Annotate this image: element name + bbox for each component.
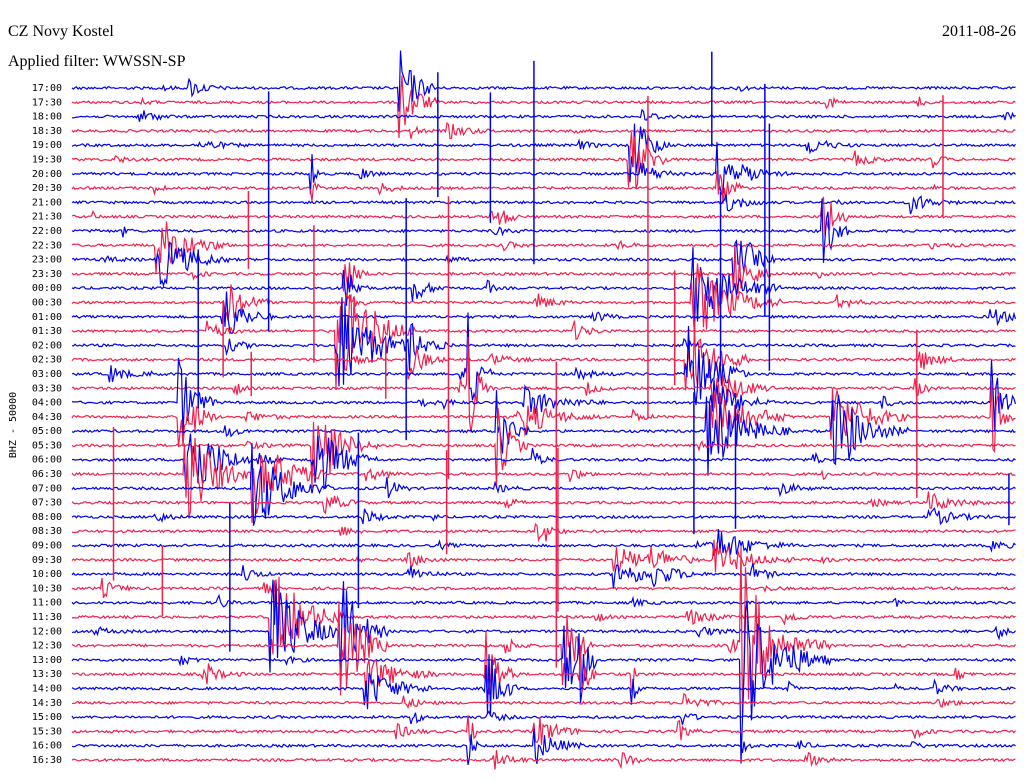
trace [71, 654, 1016, 716]
trace [71, 293, 1016, 390]
trace [71, 407, 1016, 488]
row-label: 02:00 [32, 340, 62, 351]
row-label: 05:00 [32, 426, 62, 437]
row-label: 23:00 [32, 255, 62, 266]
trace [71, 196, 1016, 237]
trace [71, 443, 1016, 526]
row-label: 09:30 [32, 555, 62, 566]
row-label: 18:30 [32, 126, 62, 137]
date-label: 2011-08-26 [942, 23, 1016, 40]
trace [71, 142, 1016, 196]
row-label: 18:00 [32, 112, 62, 123]
row-label: 10:30 [32, 583, 62, 594]
row-label: 00:00 [32, 283, 62, 294]
row-label: 02:30 [32, 355, 62, 366]
row-label: 17:30 [32, 97, 62, 108]
trace [71, 750, 1016, 770]
row-label: 03:30 [32, 383, 62, 394]
trace [71, 291, 1017, 334]
row-label: 07:00 [32, 483, 62, 494]
row-label: 08:00 [32, 512, 62, 523]
row-label: 04:00 [32, 398, 62, 409]
trace [71, 198, 1016, 263]
trace [71, 390, 1016, 476]
row-label: 13:30 [32, 669, 62, 680]
trace [71, 297, 1016, 387]
row-label: 19:00 [32, 140, 62, 151]
row-label: 22:00 [32, 226, 62, 237]
row-label: 01:00 [32, 312, 62, 323]
trace [71, 247, 1016, 327]
row-label: 10:00 [32, 569, 62, 580]
trace [71, 50, 1016, 112]
row-label: 12:30 [32, 641, 62, 652]
trace [71, 123, 1016, 183]
trace [71, 75, 1016, 139]
row-label: 00:30 [32, 297, 62, 308]
trace [71, 263, 1016, 336]
row-label: 12:00 [32, 626, 62, 637]
trace [71, 108, 1016, 122]
row-label: 14:00 [32, 684, 62, 695]
side-label: BHZ - 50000 [8, 392, 19, 458]
trace [72, 336, 1016, 433]
trace [71, 121, 1016, 140]
row-label: 20:00 [32, 169, 62, 180]
trace [71, 194, 1016, 215]
row-label: 07:30 [32, 498, 62, 509]
trace [71, 437, 1016, 523]
trace [71, 710, 1016, 725]
row-label: 03:00 [32, 369, 62, 380]
row-label: 17:00 [32, 83, 62, 94]
trace [71, 245, 1016, 294]
row-label: 08:30 [32, 526, 62, 537]
trace [71, 132, 1016, 190]
trace [71, 692, 1016, 710]
filter-label: Applied filter: WWSSN-SP [8, 53, 186, 70]
row-label: 15:00 [32, 712, 62, 723]
station-title: CZ Novy Kostel [8, 23, 114, 40]
row-label: 01:30 [32, 326, 62, 337]
row-label: 21:30 [32, 212, 62, 223]
trace [71, 715, 1016, 745]
trace [71, 170, 1016, 204]
row-label: 11:30 [32, 612, 62, 623]
row-label: 20:30 [32, 183, 62, 194]
row-label: 19:30 [32, 154, 62, 165]
trace [71, 600, 1016, 764]
trace [71, 221, 1016, 274]
row-label: 21:00 [32, 197, 62, 208]
trace [71, 312, 1016, 406]
row-label: 05:30 [32, 440, 62, 451]
trace [71, 728, 1016, 766]
row-label: 06:30 [32, 469, 62, 480]
row-label: 15:30 [32, 726, 62, 737]
row-label: 14:30 [32, 698, 62, 709]
row-label: 16:30 [32, 755, 62, 766]
row-label: 06:00 [32, 455, 62, 466]
trace [71, 239, 1016, 291]
row-label: 09:00 [32, 541, 62, 552]
row-label: 22:30 [32, 240, 62, 251]
traces [71, 50, 1017, 770]
trace [71, 433, 1016, 491]
trace [71, 631, 1016, 697]
trace [71, 380, 1016, 462]
row-label: 16:00 [32, 741, 62, 752]
row-label: 13:00 [32, 655, 62, 666]
row-label: 11:00 [32, 598, 62, 609]
row-labels: 17:00 17:30 18:00 18:30 19:00 19:30 20:00 20:30… [32, 83, 62, 766]
row-label: 23:30 [32, 269, 62, 280]
trace [71, 491, 1016, 515]
trace [71, 325, 1016, 391]
row-label: 04:30 [32, 412, 62, 423]
